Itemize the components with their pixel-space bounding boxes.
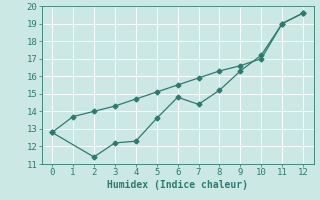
X-axis label: Humidex (Indice chaleur): Humidex (Indice chaleur) bbox=[107, 180, 248, 190]
